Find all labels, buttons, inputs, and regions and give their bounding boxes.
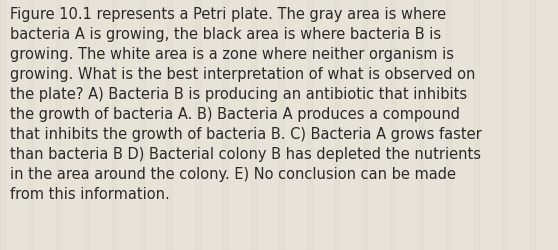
Bar xyxy=(56,0,60,250)
Text: Figure 10.1 represents a Petri plate. The gray area is where
bacteria A is growi: Figure 10.1 represents a Petri plate. Th… xyxy=(10,7,482,202)
Bar xyxy=(223,0,228,250)
Bar xyxy=(195,0,200,250)
Bar xyxy=(446,0,451,250)
Bar xyxy=(474,0,479,250)
Bar xyxy=(112,0,116,250)
Bar xyxy=(418,0,423,250)
Bar xyxy=(251,0,256,250)
Bar xyxy=(502,0,507,250)
Bar xyxy=(530,0,535,250)
Bar xyxy=(84,0,88,250)
Bar xyxy=(335,0,339,250)
Bar xyxy=(363,0,367,250)
Bar xyxy=(307,0,311,250)
Bar xyxy=(279,0,283,250)
Bar xyxy=(167,0,172,250)
Bar xyxy=(28,0,32,250)
Bar xyxy=(391,0,395,250)
Bar xyxy=(0,0,4,250)
Bar xyxy=(140,0,144,250)
